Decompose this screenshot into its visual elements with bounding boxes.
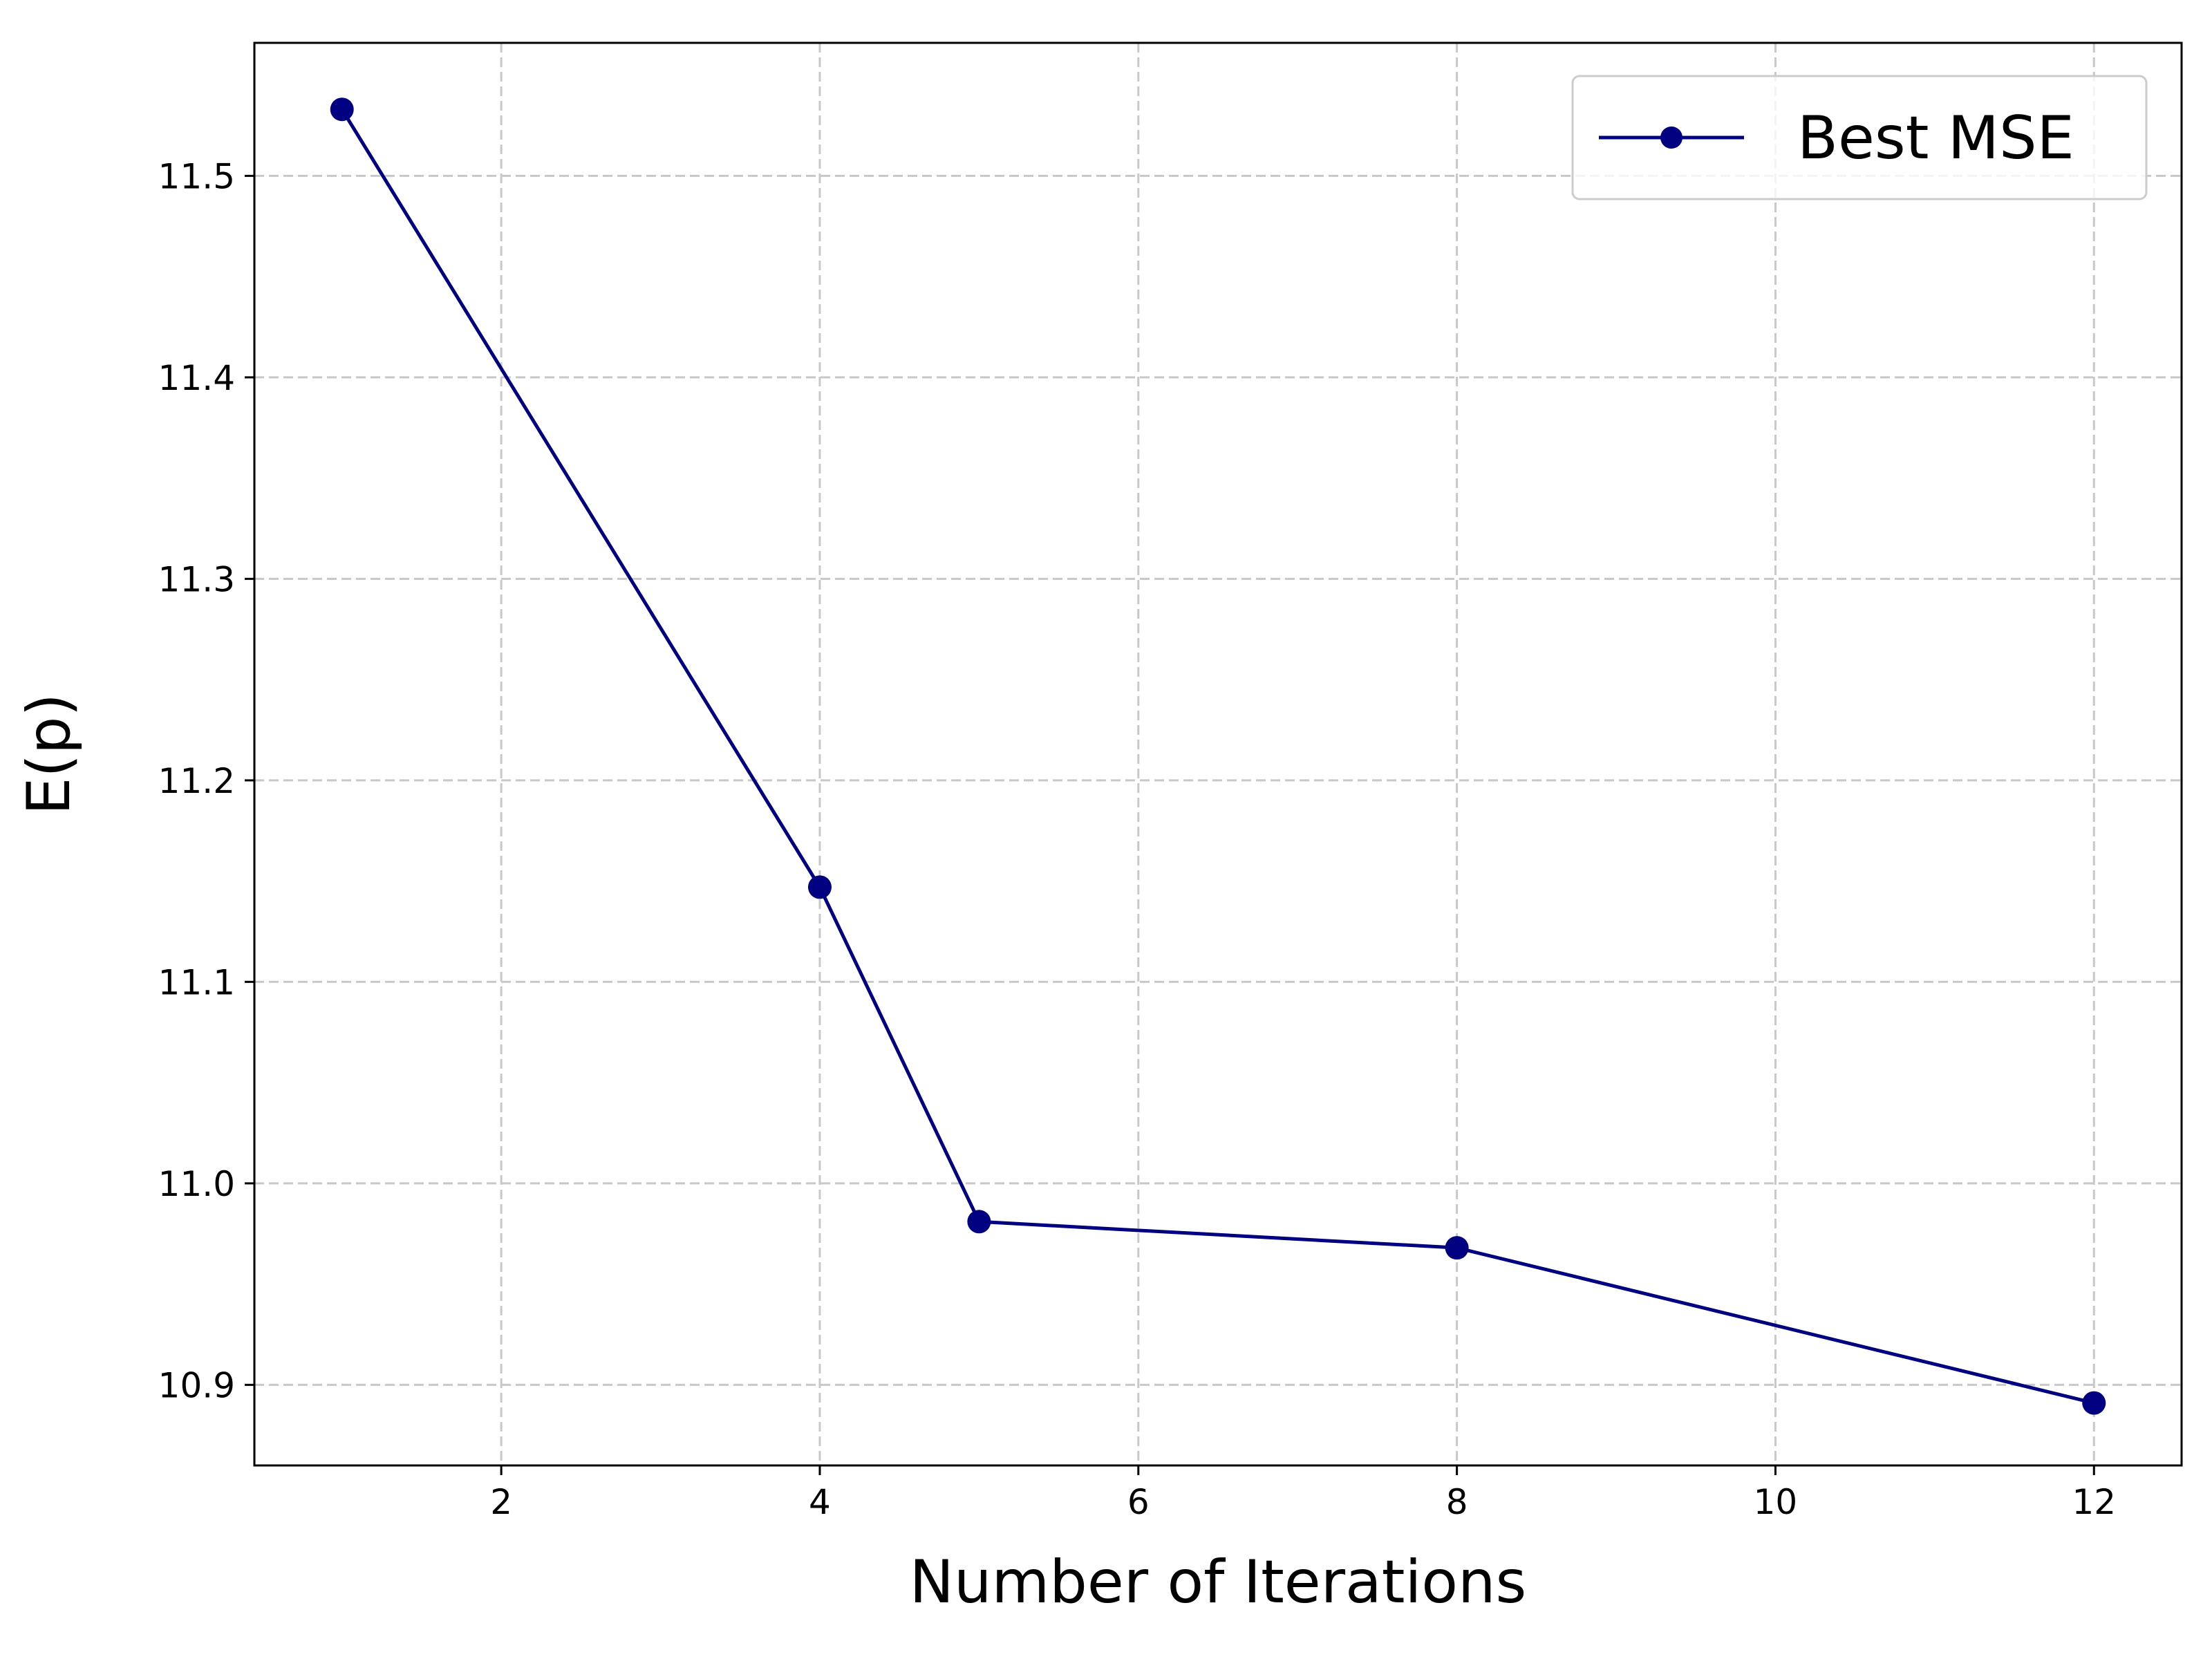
data-point [330,97,354,122]
legend-box [1571,75,2148,200]
y-tick-label: 11.5 [158,156,235,196]
data-point [967,1210,991,1234]
x-tick-label: 6 [1127,1482,1150,1522]
y-tick-label: 11.0 [158,1164,235,1204]
x-tick-label: 8 [1446,1482,1468,1522]
x-tick-label: 12 [2072,1482,2116,1522]
plot-frame [253,41,2183,1467]
legend-marker-swatch [1660,126,1683,149]
x-tick-label: 4 [809,1482,831,1522]
y-tick-label: 10.9 [158,1365,235,1405]
series-layer [330,97,2106,1415]
data-point [1445,1236,1469,1260]
x-axis-title: Number of Iterations [910,1548,1527,1617]
axis-ticks: 2 4 6 8 10 12 10.9 11.0 11.1 11.2 11.3 11.4 11.5 [158,156,2116,1522]
y-tick-label: 11.4 [158,358,235,398]
x-tick-label: 10 [1754,1482,1798,1522]
legend-label: Best MSE [1797,104,2074,173]
data-point [807,875,832,899]
y-tick-label: 11.2 [158,761,235,801]
data-point [2082,1391,2106,1415]
y-tick-label: 11.3 [158,559,235,599]
x-tick-label: 2 [490,1482,512,1522]
legend: Best MSE [1571,75,2148,200]
y-axis-title: E(p) [15,693,84,815]
y-tick-label: 11.1 [158,962,235,1002]
